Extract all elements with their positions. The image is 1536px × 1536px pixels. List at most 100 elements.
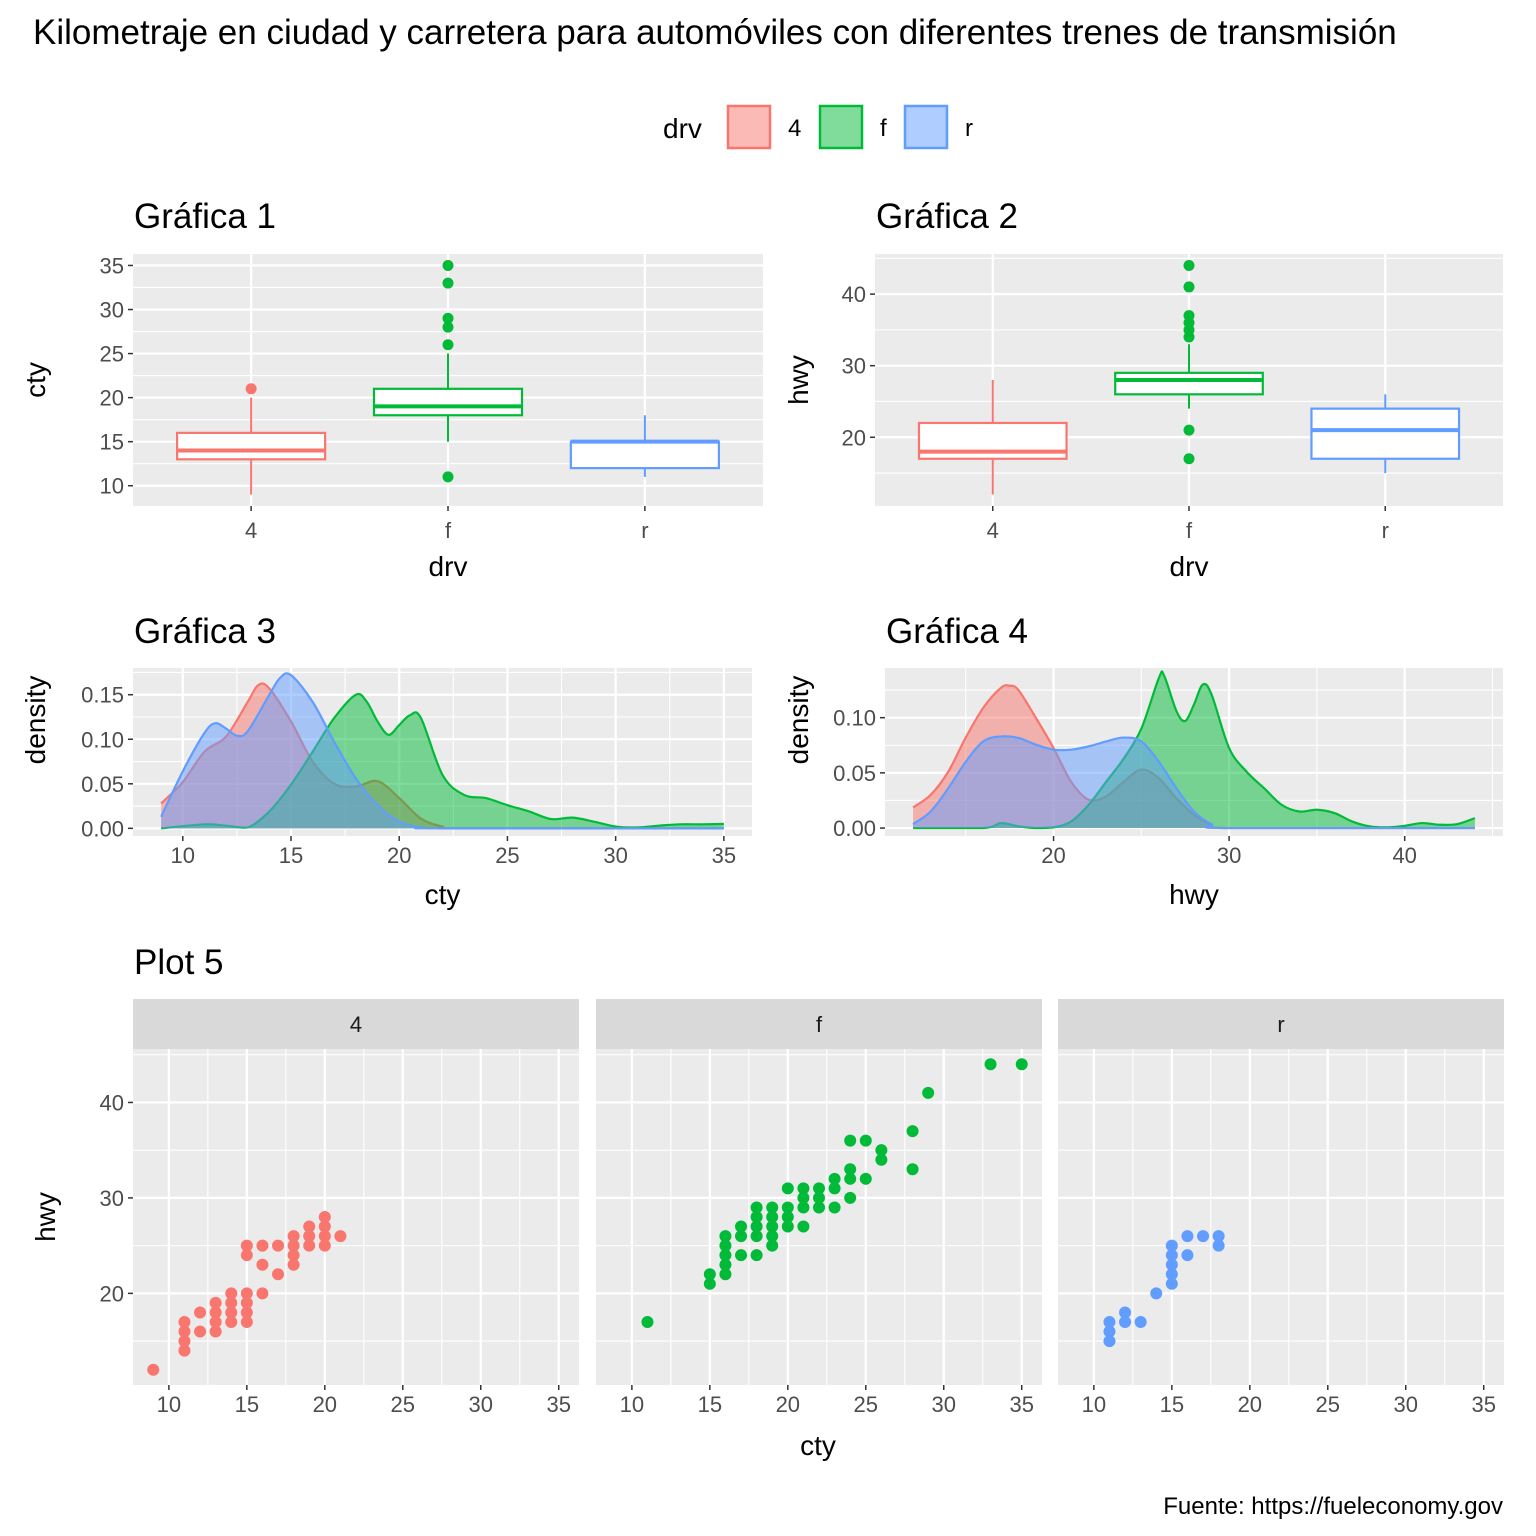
scatter-point [209, 1306, 222, 1319]
scatter-point [1103, 1316, 1116, 1328]
scatter-point [766, 1239, 779, 1252]
main-title: Kilometraje en ciudad y carretera para a… [33, 13, 1397, 52]
outlier-point [1183, 453, 1195, 465]
y-axis-title: hwy [783, 355, 814, 405]
outlier-point [1183, 281, 1195, 293]
scatter-point [1165, 1258, 1178, 1271]
legend-label-f: f [880, 115, 887, 142]
scatter-point [178, 1316, 191, 1328]
box-iqr [1310, 407, 1461, 460]
scatter-point [1212, 1239, 1225, 1252]
density-plot-1: Gráfica 3 0.00 0.05 0.10 0.15 10 15 20 25 30 35 cty… [20, 612, 752, 910]
y-tick-label: 0.15 [81, 683, 124, 708]
plot-title: Plot 5 [134, 943, 224, 982]
legend: drv 4 f r [663, 104, 973, 150]
y-tick-label: 40 [100, 1090, 124, 1115]
plot-title: Gráfica 4 [886, 612, 1028, 651]
scatter-point [828, 1182, 841, 1195]
x-tick-label: 10 [171, 843, 195, 868]
x-tick-label: 25 [495, 843, 519, 868]
scatter-point [1197, 1230, 1210, 1243]
scatter-point [735, 1249, 748, 1262]
scatter-point [1165, 1268, 1178, 1281]
scatter-point [225, 1306, 238, 1319]
scatter-point [813, 1182, 825, 1195]
scatter-point [178, 1325, 191, 1338]
facet-strip [1058, 999, 1504, 1049]
scatter-point [1119, 1306, 1132, 1319]
scatter-point [922, 1086, 935, 1099]
scatter-point [735, 1220, 748, 1233]
x-tick-label: 25 [854, 1392, 878, 1417]
scatter-point [318, 1230, 331, 1243]
scatter-point [1134, 1316, 1147, 1328]
x-axis-title: hwy [1169, 879, 1219, 910]
scatter-point [1165, 1239, 1178, 1252]
y-tick-label: 30 [842, 354, 866, 379]
scatter-point [735, 1230, 748, 1243]
scatter-point [178, 1344, 191, 1357]
outlier-point [442, 259, 454, 271]
scatter-point [719, 1258, 732, 1271]
scatter-point [813, 1201, 825, 1214]
x-tick-label: 15 [1160, 1392, 1184, 1417]
scatter-point [750, 1201, 763, 1214]
scatter-point [256, 1239, 269, 1252]
scatter-point [859, 1172, 872, 1185]
scatter-point [844, 1172, 857, 1185]
scatter-point [240, 1287, 253, 1300]
facet-f: f 10 15 20 25 30 35 [596, 999, 1042, 1417]
x-tick-label: 10 [157, 1392, 181, 1417]
scatter-point [303, 1239, 316, 1252]
y-tick-label: 10 [100, 474, 124, 499]
box-4 [176, 383, 327, 495]
x-axis-title: cty [425, 879, 461, 910]
facet-r: r 10 15 20 25 30 35 [1058, 999, 1504, 1417]
scatter-point [750, 1220, 763, 1233]
legend-key-f [818, 104, 864, 150]
box-iqr [1114, 371, 1264, 396]
scatter-point [1015, 1058, 1028, 1071]
outlier-point [1183, 259, 1195, 271]
scatter-point [209, 1325, 222, 1338]
plot-title: Gráfica 1 [134, 197, 276, 236]
panel-background [596, 1049, 1042, 1385]
scatter-point [240, 1296, 253, 1309]
x-axis-title: drv [1170, 551, 1209, 582]
y-tick-label: 30 [100, 298, 124, 323]
scatter-point [828, 1172, 841, 1185]
x-tick-label: 35 [1471, 1392, 1495, 1417]
x-axis-title: drv [429, 551, 468, 582]
scatter-point [719, 1249, 732, 1262]
scatter-point [797, 1182, 810, 1195]
y-tick-label: 35 [100, 253, 124, 278]
scatter-point [1165, 1249, 1178, 1262]
x-tick-label: 40 [1392, 843, 1416, 868]
y-tick-label: 30 [100, 1186, 124, 1211]
plots: Gráfica 1 10 15 20 25 30 35 4 f r drv cty Gráfica 2 2… [20, 197, 1504, 1461]
legend-title: drv [663, 113, 702, 144]
scatter-point [766, 1211, 779, 1223]
legend-label-r: r [965, 115, 973, 142]
scatter-point [1103, 1325, 1116, 1338]
scatter-point [781, 1211, 794, 1223]
scatter-point [766, 1220, 779, 1233]
scatter-point [225, 1296, 238, 1309]
facet-strip [133, 999, 579, 1049]
scatter-point [256, 1287, 269, 1300]
x-tick-label: 15 [279, 843, 303, 868]
scatter-point [781, 1220, 794, 1233]
facet-strip-label: 4 [350, 1012, 362, 1037]
box-f [1114, 259, 1264, 465]
legend-key-r [903, 104, 949, 150]
x-tick-label: 20 [387, 843, 411, 868]
box-r [569, 415, 720, 477]
box-4 [917, 380, 1068, 495]
scatter-point [797, 1220, 810, 1233]
scatter-point [303, 1220, 316, 1233]
scatter-point [859, 1134, 872, 1147]
box-iqr [372, 387, 524, 417]
scatter-point [703, 1268, 716, 1281]
scatter-point [750, 1249, 763, 1262]
scatter-point [318, 1239, 331, 1252]
